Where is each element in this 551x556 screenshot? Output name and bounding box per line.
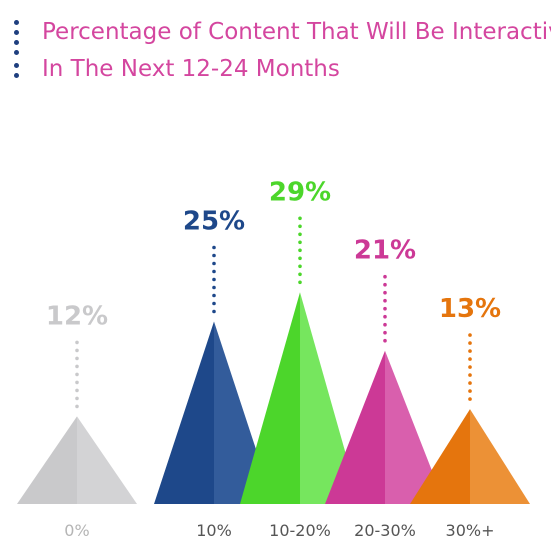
- connector-dot: [383, 282, 387, 287]
- connector-dot: [212, 301, 216, 306]
- connector-dot: [383, 298, 387, 303]
- chart-title-line-2: In The Next 12-24 Months: [42, 56, 340, 82]
- connector-dot: [468, 357, 472, 361]
- connector-dot: [468, 349, 472, 353]
- connector-dot: [298, 240, 302, 245]
- category-label: 20-30%: [354, 521, 416, 540]
- chart-title-line-1: Percentage of Content That Will Be Inter…: [42, 19, 551, 45]
- connector-dot: [468, 333, 472, 337]
- triangle-left-face: [154, 321, 214, 504]
- connector-dot: [212, 277, 216, 282]
- category-label: 30%+: [446, 521, 495, 540]
- connector-dot: [75, 340, 79, 345]
- value-label: 13%: [439, 294, 501, 324]
- connector-dot: [298, 224, 302, 229]
- triangle-left-face: [240, 292, 300, 504]
- connector-dot: [298, 280, 302, 285]
- triangle-right-face: [385, 350, 445, 504]
- triangle-bar-30-: 13%: [410, 294, 530, 504]
- connector-dot: [468, 341, 472, 345]
- connector-dot: [298, 248, 302, 253]
- connector-dot: [298, 264, 302, 269]
- connector-dot: [75, 348, 79, 353]
- title-dots-icon: [13, 20, 21, 80]
- connector-dot: [212, 285, 216, 290]
- connector-dot: [468, 365, 472, 369]
- connector-dot: [75, 380, 79, 385]
- connector-dot: [212, 261, 216, 266]
- connector-dot: [468, 389, 472, 393]
- connector-dot: [298, 256, 302, 261]
- connector-dot: [383, 322, 387, 327]
- triangle-bar-0-: 12%: [17, 301, 137, 504]
- connector-dot: [383, 338, 387, 343]
- connector-dot: [383, 274, 387, 279]
- connector-dot: [298, 272, 302, 277]
- connector-dot: [75, 356, 79, 361]
- connector-dot: [383, 314, 387, 319]
- connector-dot: [298, 216, 302, 221]
- connector-dot: [212, 293, 216, 298]
- category-label: 10%: [196, 521, 232, 540]
- connector-dot: [468, 373, 472, 377]
- connector-dot: [212, 253, 216, 258]
- triangle-left-face: [410, 409, 470, 504]
- connector-dot: [75, 388, 79, 393]
- triangle-left-face: [17, 416, 77, 504]
- category-label: 10-20%: [269, 521, 331, 540]
- connector-dot: [383, 330, 387, 335]
- connector-dot: [75, 372, 79, 377]
- connector-dot: [75, 396, 79, 401]
- triangle-bar-10-20-: 29%: [240, 177, 360, 504]
- triangle-bar-20-30-: 21%: [325, 236, 445, 504]
- connector-dot: [75, 364, 79, 369]
- triangle-right-face: [300, 292, 360, 504]
- triangle-right-face: [470, 409, 530, 504]
- chart-title: Percentage of Content That Will Be Inter…: [0, 0, 551, 100]
- connector-dot: [383, 306, 387, 311]
- triangle-right-face: [77, 416, 137, 504]
- connector-dot: [298, 232, 302, 237]
- value-label: 29%: [269, 177, 331, 207]
- value-label: 12%: [46, 301, 108, 331]
- connector-dot: [383, 290, 387, 295]
- value-label: 21%: [354, 236, 416, 266]
- connector-dot: [468, 397, 472, 401]
- category-label: 0%: [64, 521, 89, 540]
- connector-dot: [75, 404, 79, 409]
- connector-dot: [468, 381, 472, 385]
- triangle-left-face: [325, 350, 385, 504]
- value-label: 25%: [183, 207, 245, 237]
- connector-dot: [212, 245, 216, 250]
- connector-dot: [212, 309, 216, 314]
- connector-dot: [212, 269, 216, 274]
